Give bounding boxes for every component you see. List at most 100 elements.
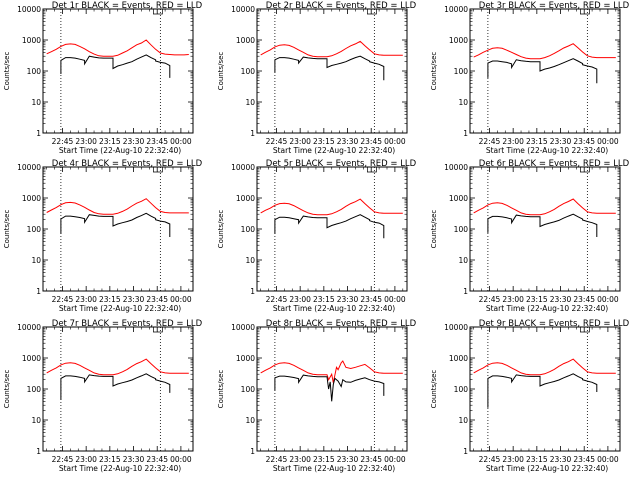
y-tick-label: 1 xyxy=(250,129,255,138)
events-series-line xyxy=(487,58,598,84)
chart-title: Det 1r BLACK = Events, RED = LLD xyxy=(52,1,203,11)
y-tick-label: 10000 xyxy=(444,5,468,14)
x-axis-label: Start Time (22-Aug-10 22:32:40) xyxy=(486,304,608,313)
x-tick-label: 23:45 xyxy=(360,137,382,146)
x-tick-label: 22:45 xyxy=(479,295,501,304)
y-tick-label: 1000 xyxy=(236,354,255,363)
y-tick-label: 1 xyxy=(250,287,255,296)
y-tick-label: 1000 xyxy=(22,194,41,203)
interval-marker xyxy=(367,167,377,173)
events-series-line xyxy=(60,373,171,400)
x-tick-label: 23:15 xyxy=(313,295,335,304)
y-tick-label: 100 xyxy=(454,225,469,234)
chart-panel: Det 4r BLACK = Events, RED = LLD Counts/s… xyxy=(3,159,203,313)
y-tick-label: 100 xyxy=(27,67,42,76)
x-tick-label: 23:00 xyxy=(502,137,524,146)
chart-title: Det 7r BLACK = Events, RED = LLD xyxy=(52,319,203,329)
chart-title: Det 4r BLACK = Events, RED = LLD xyxy=(52,159,203,169)
y-tick-label: 1000 xyxy=(236,36,255,45)
x-tick-label: 23:45 xyxy=(360,455,382,464)
chart-title: Det 8r BLACK = Events, RED = LLD xyxy=(266,319,417,329)
y-tick-label: 1 xyxy=(463,287,468,296)
x-tick-label: 23:30 xyxy=(337,295,359,304)
lld-series-line xyxy=(260,198,403,216)
lld-series-line xyxy=(46,198,189,215)
chart-panel: Det 2r BLACK = Events, RED = LLD Counts/s… xyxy=(217,1,417,155)
lld-series-line xyxy=(46,39,189,57)
y-tick-label: 100 xyxy=(241,67,256,76)
chart-panel: Det 1r BLACK = Events, RED = LLD Counts/s… xyxy=(3,1,203,155)
lld-series-line xyxy=(473,198,616,216)
x-tick-label: 00:00 xyxy=(170,455,192,464)
y-tick-label: 1000 xyxy=(22,354,41,363)
x-tick-label: 00:00 xyxy=(384,295,406,304)
chart-panel: Det 9r BLACK = Events, RED = LLD Counts/s… xyxy=(430,319,630,473)
x-tick-label: 23:00 xyxy=(289,137,311,146)
x-tick-label: 23:15 xyxy=(99,137,121,146)
y-tick-label: 10 xyxy=(245,98,255,107)
x-tick-label: 00:00 xyxy=(384,137,406,146)
y-axis-label: Counts/sec xyxy=(3,210,11,249)
chart-panel: Det 6r BLACK = Events, RED = LLD Counts/s… xyxy=(430,159,630,313)
events-series-line xyxy=(60,54,171,78)
y-tick-label: 10000 xyxy=(17,5,41,14)
lld-series-line xyxy=(260,40,403,58)
x-tick-label: 22:45 xyxy=(479,455,501,464)
chart-panel: Det 5r BLACK = Events, RED = LLD Counts/s… xyxy=(217,159,417,313)
y-tick-label: 10 xyxy=(245,416,255,425)
events-series-line xyxy=(487,373,598,408)
y-tick-label: 1000 xyxy=(449,354,468,363)
x-tick-label: 23:00 xyxy=(75,295,97,304)
x-axis-label: Start Time (22-Aug-10 22:32:40) xyxy=(59,464,181,473)
x-tick-label: 22:45 xyxy=(266,295,288,304)
y-tick-label: 1000 xyxy=(22,36,41,45)
x-tick-label: 22:45 xyxy=(52,295,74,304)
chart-panel: Det 3r BLACK = Events, RED = LLD Counts/s… xyxy=(430,1,630,155)
x-tick-label: 23:00 xyxy=(75,137,97,146)
x-tick-label: 23:30 xyxy=(337,455,359,464)
x-tick-label: 22:45 xyxy=(266,455,288,464)
y-tick-label: 10 xyxy=(458,416,468,425)
y-tick-label: 10000 xyxy=(231,163,255,172)
x-tick-label: 00:00 xyxy=(597,295,619,304)
interval-marker xyxy=(153,9,163,15)
x-tick-label: 23:00 xyxy=(289,455,311,464)
y-tick-label: 100 xyxy=(241,385,256,394)
x-tick-label: 22:45 xyxy=(479,137,501,146)
y-axis-label: Counts/sec xyxy=(430,52,438,91)
x-tick-label: 23:45 xyxy=(573,137,595,146)
y-axis-label: Counts/sec xyxy=(3,52,11,91)
chart-panel: Det 8r BLACK = Events, RED = LLD Counts/s… xyxy=(217,319,417,473)
y-tick-label: 10000 xyxy=(444,323,468,332)
y-tick-label: 100 xyxy=(454,67,469,76)
plot-frame xyxy=(469,8,621,134)
interval-marker xyxy=(580,167,590,173)
events-series-line xyxy=(274,55,385,81)
events-series-line xyxy=(274,374,385,402)
chart-title: Det 5r BLACK = Events, RED = LLD xyxy=(266,159,417,169)
lld-series-line xyxy=(473,43,616,60)
events-series-line xyxy=(274,214,385,239)
chart-title: Det 9r BLACK = Events, RED = LLD xyxy=(479,319,630,329)
plot-frame xyxy=(42,166,194,292)
x-axis-label: Start Time (22-Aug-10 22:32:40) xyxy=(59,146,181,155)
y-tick-label: 100 xyxy=(27,225,42,234)
x-tick-label: 00:00 xyxy=(170,295,192,304)
x-tick-label: 23:00 xyxy=(502,295,524,304)
x-tick-label: 23:15 xyxy=(526,455,548,464)
interval-marker xyxy=(580,9,590,15)
interval-marker xyxy=(367,9,377,15)
x-tick-label: 23:15 xyxy=(313,137,335,146)
chart-title: Det 3r BLACK = Events, RED = LLD xyxy=(479,1,630,11)
plot-frame xyxy=(256,166,408,292)
lld-series-line xyxy=(260,360,403,383)
x-axis-label: Start Time (22-Aug-10 22:32:40) xyxy=(273,464,395,473)
plot-frame xyxy=(42,8,194,134)
interval-marker xyxy=(367,327,377,333)
x-axis-label: Start Time (22-Aug-10 22:32:40) xyxy=(273,304,395,313)
y-tick-label: 1 xyxy=(36,447,41,456)
y-axis-label: Counts/sec xyxy=(217,210,225,249)
x-tick-label: 00:00 xyxy=(170,137,192,146)
x-tick-label: 00:00 xyxy=(597,137,619,146)
y-tick-label: 10000 xyxy=(231,5,255,14)
